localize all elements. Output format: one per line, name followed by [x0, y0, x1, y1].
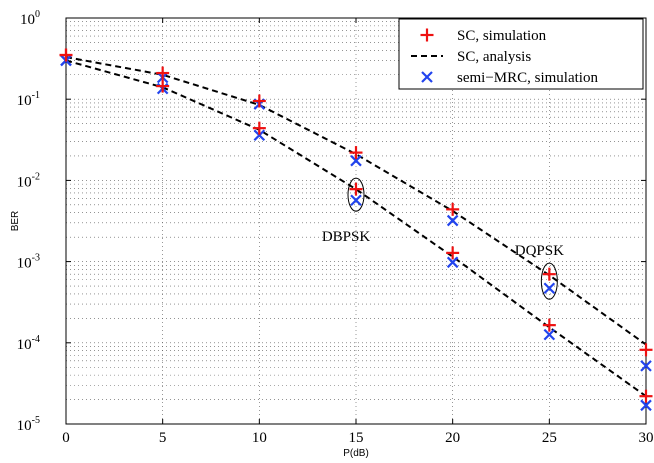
semi-mrc-point-dqpsk [350, 154, 362, 167]
x-tick-label: 25 [542, 430, 557, 446]
sc-sim-point-dqpsk [156, 66, 170, 80]
legend-label: semi−MRC, simulation [457, 70, 598, 86]
sc-sim-point-dqpsk [59, 48, 73, 62]
y-tick-label: 100 [20, 9, 40, 28]
annotations: DBPSK DQPSK [322, 177, 564, 300]
annotation-ellipse [540, 262, 558, 300]
legend-label: SC, analysis [457, 49, 531, 65]
sc-sim-point-dbpsk [639, 389, 653, 403]
sc-sim-point-dbpsk [349, 182, 363, 196]
y-axis-label: BER [10, 211, 21, 232]
x-tick-label: 15 [349, 430, 364, 446]
legend-item-sc-analysis: SC, analysis [411, 49, 531, 65]
annotation-label: DBPSK [322, 229, 371, 245]
legend-label: SC, simulation [457, 28, 547, 44]
y-tick-label: 10-5 [17, 415, 40, 434]
semi-mrc-point-dbpsk [446, 256, 459, 269]
semi-mrc-point-dqpsk [543, 282, 556, 295]
annotation-label: DQPSK [515, 243, 564, 259]
x-tick-label: 0 [62, 430, 70, 446]
y-tick-label: 10-1 [17, 90, 40, 109]
sc-sim-point-dqpsk [349, 146, 363, 160]
legend-item-sc-simulation: SC, simulation [420, 28, 547, 44]
semi-mrc-point-dbpsk [640, 399, 652, 412]
legend-box [398, 18, 644, 90]
legend: SC, simulation SC, analysis semi−MRC, simu… [398, 18, 644, 90]
semi-mrc-point-dqpsk [446, 214, 459, 227]
sc-sim-point-dqpsk [446, 202, 460, 216]
x-tick-label: 10 [252, 430, 267, 446]
x-axis-label: P(dB) [343, 448, 369, 459]
sc-sim-point-dbpsk [252, 121, 266, 135]
y-tick-label: 10-3 [17, 253, 40, 272]
annotation-ellipse [347, 177, 365, 212]
sc-sim-point-dbpsk [446, 246, 460, 260]
sc-sim-point-dqpsk [639, 343, 653, 357]
y-tick-label: 10-2 [17, 171, 40, 190]
x-tick-label: 30 [639, 430, 654, 446]
x-tick-label: 20 [445, 430, 460, 446]
semi-mrc-point-dqpsk [640, 360, 652, 372]
sc-sim-point-dqpsk [542, 267, 556, 281]
sc-sim-point-dbpsk [156, 79, 170, 93]
y-tick-label: 10-4 [17, 334, 40, 353]
sc-sim-point-dbpsk [542, 318, 556, 332]
series [59, 48, 653, 412]
semi-mrc-point-dbpsk [543, 328, 556, 341]
legend-item-semi-mrc-simulation: semi−MRC, simulation [421, 70, 598, 86]
semi-mrc-point-dbpsk [253, 129, 266, 142]
x-tick-label: 5 [159, 430, 167, 446]
sc-sim-point-dqpsk [252, 94, 266, 108]
semi-mrc-point-dbpsk [350, 194, 362, 207]
